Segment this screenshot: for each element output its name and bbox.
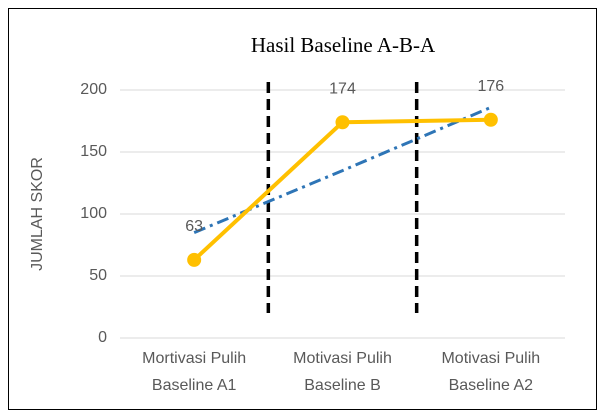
y-axis-label: JUMLAH SKOR [29, 157, 46, 271]
point [483, 112, 498, 127]
data-label: 63 [185, 218, 203, 235]
point [187, 252, 202, 267]
x-tick-label: Motivasi Pulih [293, 350, 392, 367]
chart-title: Hasil Baseline A-B-A [251, 33, 436, 57]
y-tick-label: 50 [89, 267, 107, 284]
x-tick-label: Baseline B [304, 377, 381, 394]
y-tick-label: 200 [80, 81, 107, 98]
x-tick-label: Baseline A2 [449, 377, 534, 394]
x-tick-label: Mortivasi Pulih [142, 350, 246, 367]
chart-border [8, 8, 597, 410]
data-label: 174 [329, 80, 356, 97]
y-tick-label: 100 [80, 205, 107, 222]
x-tick-label: Baseline A1 [152, 377, 237, 394]
x-tick-label: Motivasi Pulih [441, 350, 540, 367]
y-tick-label: 150 [80, 143, 107, 160]
y-tick-label: 0 [98, 329, 107, 346]
point [335, 115, 350, 130]
data-label: 176 [477, 78, 504, 95]
